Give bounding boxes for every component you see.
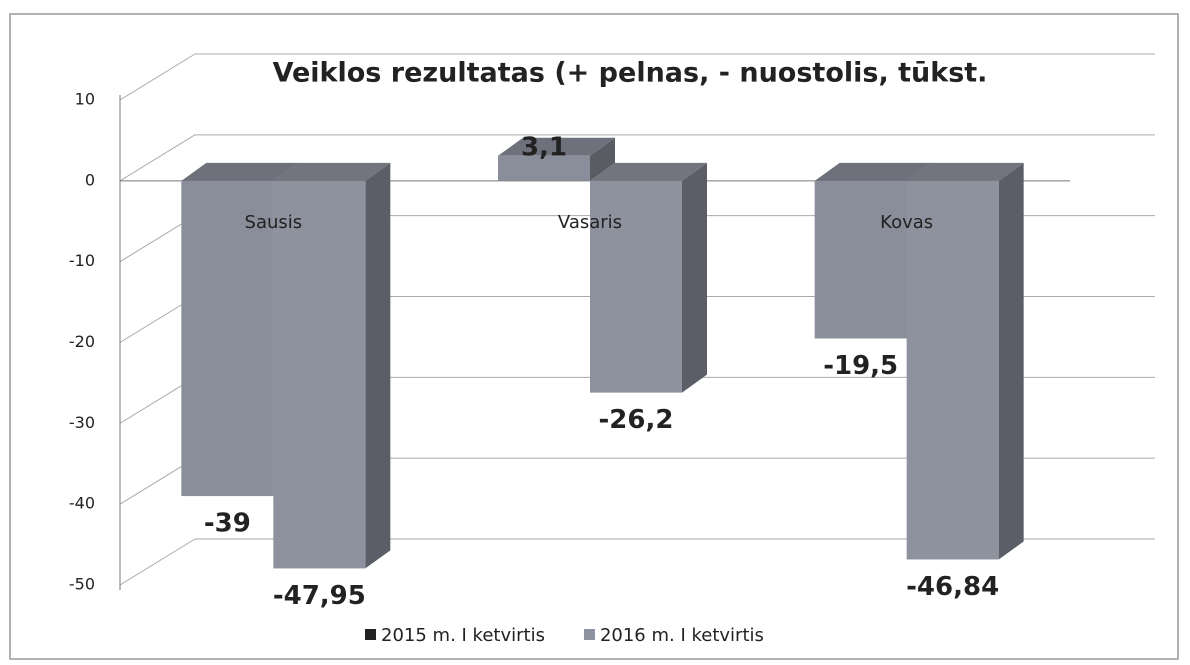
legend-label: 2015 m. I ketvirtis (381, 625, 545, 646)
value-label: -19,5 (823, 351, 898, 381)
bar (498, 155, 590, 181)
value-label: -39 (204, 509, 251, 539)
bar-side (682, 162, 707, 393)
y-tick-label: -10 (69, 251, 95, 270)
value-label: -26,2 (599, 405, 674, 435)
bar (906, 180, 999, 560)
value-label: -46,84 (906, 572, 999, 602)
chart-title: Veiklos rezultatas (+ pelnas, - nuostoli… (273, 58, 988, 89)
bar (181, 180, 274, 497)
x-tick-label: Vasaris (558, 212, 622, 233)
grid-line (119, 53, 196, 101)
bar-side (998, 162, 1024, 560)
value-label: -47,95 (273, 581, 366, 611)
y-tick-label: -30 (69, 413, 95, 432)
bar (814, 180, 907, 339)
bar-top (273, 162, 391, 181)
legend-swatch (365, 629, 376, 640)
legend-swatch (583, 629, 595, 640)
bar-top (498, 137, 615, 156)
bar-top (181, 162, 299, 181)
grid-line (119, 134, 196, 182)
x-tick-label: Sausis (245, 212, 303, 233)
bar-side (590, 137, 615, 181)
y-tick-label: -20 (69, 332, 95, 351)
y-tick-label: 0 (85, 170, 95, 189)
bar-top (590, 162, 707, 181)
bar (273, 180, 366, 569)
bar-side (365, 162, 391, 569)
legend-label: 2016 m. I ketvirtis (600, 625, 764, 646)
grid-line (119, 538, 196, 586)
bar (590, 180, 682, 393)
bar-top (814, 162, 932, 181)
frame (9, 13, 1179, 660)
value-label: 3,1 (521, 132, 567, 162)
y-tick-label: 10 (75, 90, 95, 109)
y-tick-label: -40 (69, 494, 95, 513)
y-tick-label: -50 (69, 575, 95, 594)
x-tick-label: Kovas (880, 212, 933, 233)
bar-top (906, 162, 1024, 181)
